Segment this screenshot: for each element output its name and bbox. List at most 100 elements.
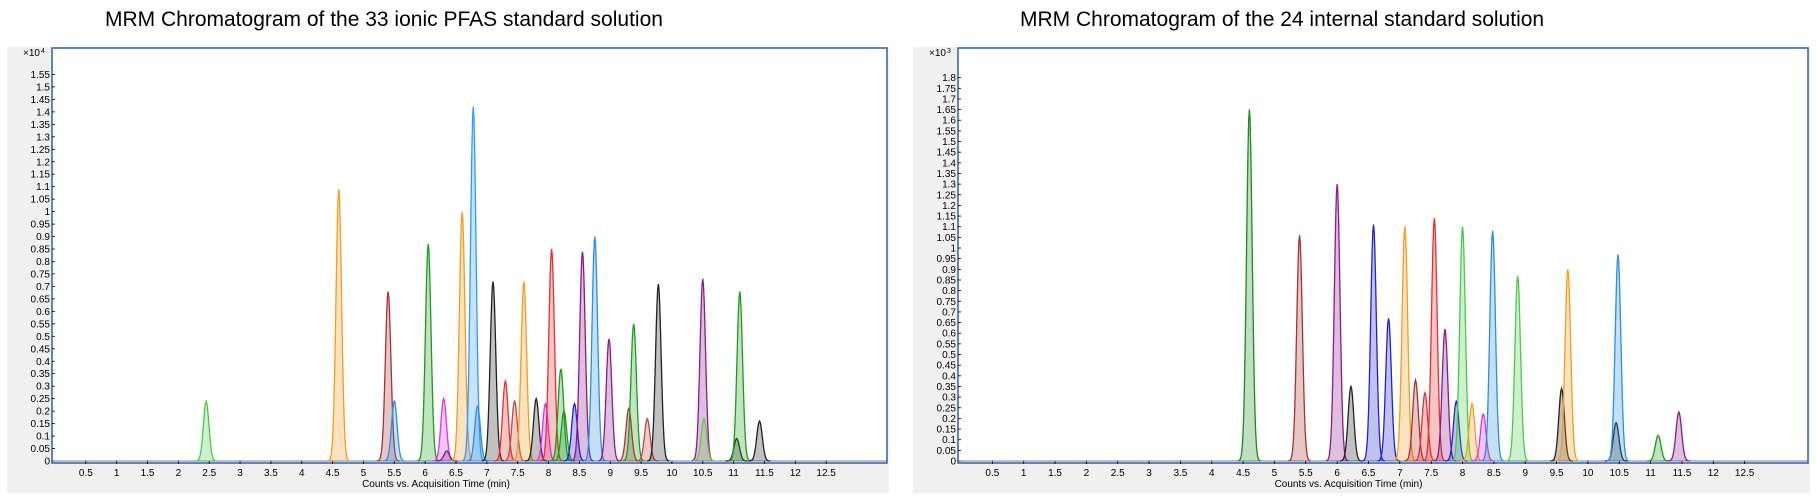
peak-fill bbox=[503, 401, 526, 461]
peak-fill bbox=[1433, 328, 1457, 461]
peak-fill bbox=[1339, 386, 1363, 461]
x-axis-label: Counts vs. Acquisition Time (min) bbox=[1275, 479, 1423, 490]
y-tick-label: 1.3 bbox=[36, 132, 50, 143]
x-tick-label: 11 bbox=[1645, 468, 1656, 479]
y-tick-label: 0.6 bbox=[36, 307, 50, 318]
x-tick-label: 12.5 bbox=[816, 468, 836, 479]
y-tick-label: 0.3 bbox=[942, 393, 956, 404]
peak bbox=[503, 399, 526, 462]
peak bbox=[728, 291, 751, 462]
x-tick-label: 3.5 bbox=[1173, 468, 1187, 479]
peak-fill bbox=[1325, 184, 1349, 461]
y-tick-label: 0.1 bbox=[942, 435, 956, 446]
x-tick-label: 1 bbox=[1021, 468, 1027, 479]
peak bbox=[1667, 410, 1691, 462]
peak-fill bbox=[383, 401, 406, 461]
x-tick-label: 3 bbox=[237, 468, 243, 479]
y-tick-label: 0.45 bbox=[31, 344, 51, 355]
x-tick-label: 12 bbox=[1708, 468, 1720, 479]
x-tick-label: 1.5 bbox=[141, 468, 155, 479]
y-tick-label: 1.3 bbox=[942, 180, 956, 191]
peak-fill bbox=[435, 451, 458, 461]
y-tick-label: 0.2 bbox=[942, 414, 956, 425]
plot-area bbox=[957, 47, 1809, 464]
y-tick-label: 1.1 bbox=[36, 182, 50, 193]
y-tick-label: 1.75 bbox=[937, 84, 957, 95]
y-tick-label: 0.8 bbox=[36, 257, 50, 268]
y-tick-label: 0.85 bbox=[937, 275, 957, 286]
y-tick-label: 0.55 bbox=[31, 319, 51, 330]
peak-fill bbox=[622, 323, 645, 461]
peak-fill bbox=[1506, 275, 1529, 461]
peak-fill bbox=[1471, 414, 1495, 461]
x-tick-label: 10 bbox=[1582, 468, 1594, 479]
y-tick-label: 0.95 bbox=[937, 254, 957, 265]
peak bbox=[494, 378, 517, 462]
peak bbox=[512, 281, 536, 462]
y-tick-label: 0.15 bbox=[31, 419, 51, 430]
peak bbox=[1606, 254, 1630, 462]
x-tick-label: 12 bbox=[790, 468, 802, 479]
peak bbox=[1646, 434, 1670, 462]
x-tick-label: 10.5 bbox=[1610, 468, 1630, 479]
x-tick-label: 10.5 bbox=[693, 468, 713, 479]
peak-fill bbox=[525, 398, 548, 461]
peak bbox=[549, 368, 573, 462]
peak-fill bbox=[1393, 226, 1417, 461]
x-tick-label: 9.5 bbox=[634, 468, 648, 479]
x-tick-label: 5 bbox=[1272, 468, 1278, 479]
y-tick-label: 0.7 bbox=[942, 307, 956, 318]
peak-fill bbox=[1423, 218, 1446, 461]
peaks-group bbox=[195, 106, 771, 462]
peak-fill bbox=[1481, 230, 1504, 461]
peak bbox=[1339, 384, 1363, 462]
x-tick-label: 5.5 bbox=[387, 468, 401, 479]
peak bbox=[1471, 412, 1495, 462]
y-multiplier-label: ×104 bbox=[23, 48, 45, 59]
y-tick-label: 0.75 bbox=[31, 269, 51, 280]
y-tick-label: 1.45 bbox=[31, 95, 51, 106]
y-tick-label: 1.15 bbox=[937, 212, 957, 223]
peak-fill bbox=[1362, 224, 1385, 461]
x-tick-label: 8.5 bbox=[572, 468, 586, 479]
x-tick-label: 0.5 bbox=[985, 468, 999, 479]
x-tick-label: 11.5 bbox=[755, 468, 774, 479]
x-tick-label: 3 bbox=[1146, 468, 1152, 479]
y-tick-label: 0.45 bbox=[937, 361, 957, 372]
peak-fill bbox=[481, 281, 505, 461]
peak-fill bbox=[571, 251, 594, 461]
y-tick-label: 1.05 bbox=[937, 233, 957, 244]
peak bbox=[1422, 218, 1446, 462]
peak-fill bbox=[583, 236, 606, 461]
peak-fill bbox=[540, 249, 563, 461]
y-tick-label: 0.5 bbox=[36, 332, 50, 343]
peak bbox=[597, 338, 621, 462]
peak bbox=[1451, 226, 1474, 462]
peak-fill bbox=[728, 291, 751, 461]
y-tick-label: 1.1 bbox=[942, 222, 956, 233]
y-multiplier-label: ×103 bbox=[929, 48, 951, 59]
peak-fill bbox=[725, 438, 748, 461]
x-tick-label: 8 bbox=[1460, 468, 1466, 479]
peak bbox=[383, 399, 406, 462]
x-tick-label: 2.5 bbox=[202, 468, 216, 479]
x-tick-label: 4.5 bbox=[326, 468, 340, 479]
peak-fill bbox=[636, 418, 659, 461]
x-tick-label: 7 bbox=[1397, 468, 1403, 479]
peak bbox=[417, 243, 440, 462]
peak bbox=[1550, 386, 1573, 462]
x-axis-label: Counts vs. Acquisition Time (min) bbox=[362, 479, 510, 490]
peak-fill bbox=[1550, 388, 1573, 461]
peak bbox=[540, 248, 563, 462]
x-tick-label: 9.5 bbox=[1550, 468, 1564, 479]
x-tick-label: 10 bbox=[666, 468, 678, 479]
y-tick-label: 0.4 bbox=[36, 357, 50, 368]
peak-fill bbox=[748, 421, 771, 461]
peak bbox=[1377, 318, 1400, 462]
chart-title-right: MRM Chromatogram of the 24 internal stan… bbox=[1020, 8, 1545, 31]
peak bbox=[1433, 328, 1457, 462]
y-tick-label: 0.65 bbox=[937, 318, 957, 329]
y-tick-label: 1.5 bbox=[36, 82, 50, 93]
x-tick-label: 3.5 bbox=[264, 468, 278, 479]
peak bbox=[1404, 377, 1427, 462]
